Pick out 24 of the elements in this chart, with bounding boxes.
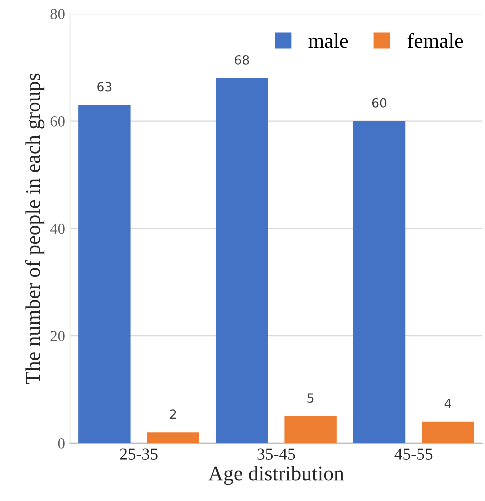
y-tick-label: 40 [50,224,65,234]
legend-label: female [408,33,464,48]
data-label: 63 [98,82,112,92]
legend-label: male [308,34,348,48]
y-tick-label: 60 [50,116,65,127]
bar [216,78,268,444]
data-label: 2 [170,410,176,419]
y-tick-label: 0 [58,438,65,449]
data-label: 5 [308,394,314,404]
y-tick-label: 80 [50,9,65,20]
bar [284,416,337,444]
y-tick-label: 20 [50,331,65,342]
data-label: 68 [235,55,250,65]
bar [353,121,406,444]
y-axis-title: The number of people in each groups [25,74,45,384]
bar [422,422,474,444]
bar [147,432,200,444]
x-tick-label: 25-35 [120,448,158,460]
data-label: 60 [372,98,387,108]
x-tick-label: 45-55 [394,448,433,460]
bar [78,105,131,444]
x-tick-label: 35-45 [258,448,296,460]
data-label: 4 [444,399,452,408]
x-axis-title: Age distribution [208,466,344,486]
